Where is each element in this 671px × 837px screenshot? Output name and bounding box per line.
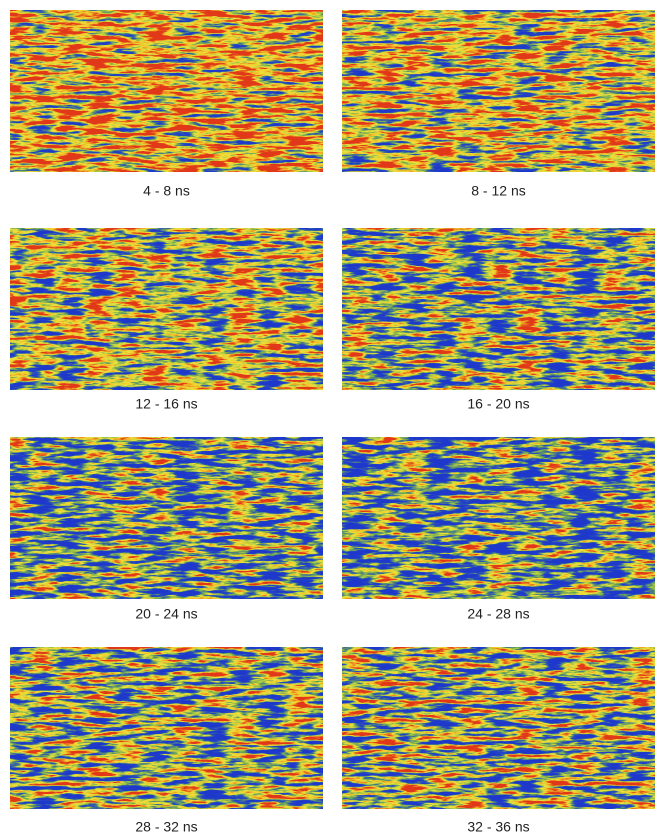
time-slice-image [342,647,655,809]
caption: 8 - 12 ns [471,183,525,199]
caption: 28 - 32 ns [135,819,197,835]
time-slice-image [10,10,323,172]
caption: 20 - 24 ns [135,606,197,622]
time-slice-image [10,437,323,599]
time-slice-image [10,228,323,390]
time-slice-image [342,228,655,390]
caption: 12 - 16 ns [135,396,197,412]
caption: 4 - 8 ns [143,183,190,199]
caption: 16 - 20 ns [467,396,529,412]
time-slice-image [342,437,655,599]
caption: 24 - 28 ns [467,606,529,622]
time-slice-image [342,10,655,172]
caption: 32 - 36 ns [467,819,529,835]
time-slice-image [10,647,323,809]
